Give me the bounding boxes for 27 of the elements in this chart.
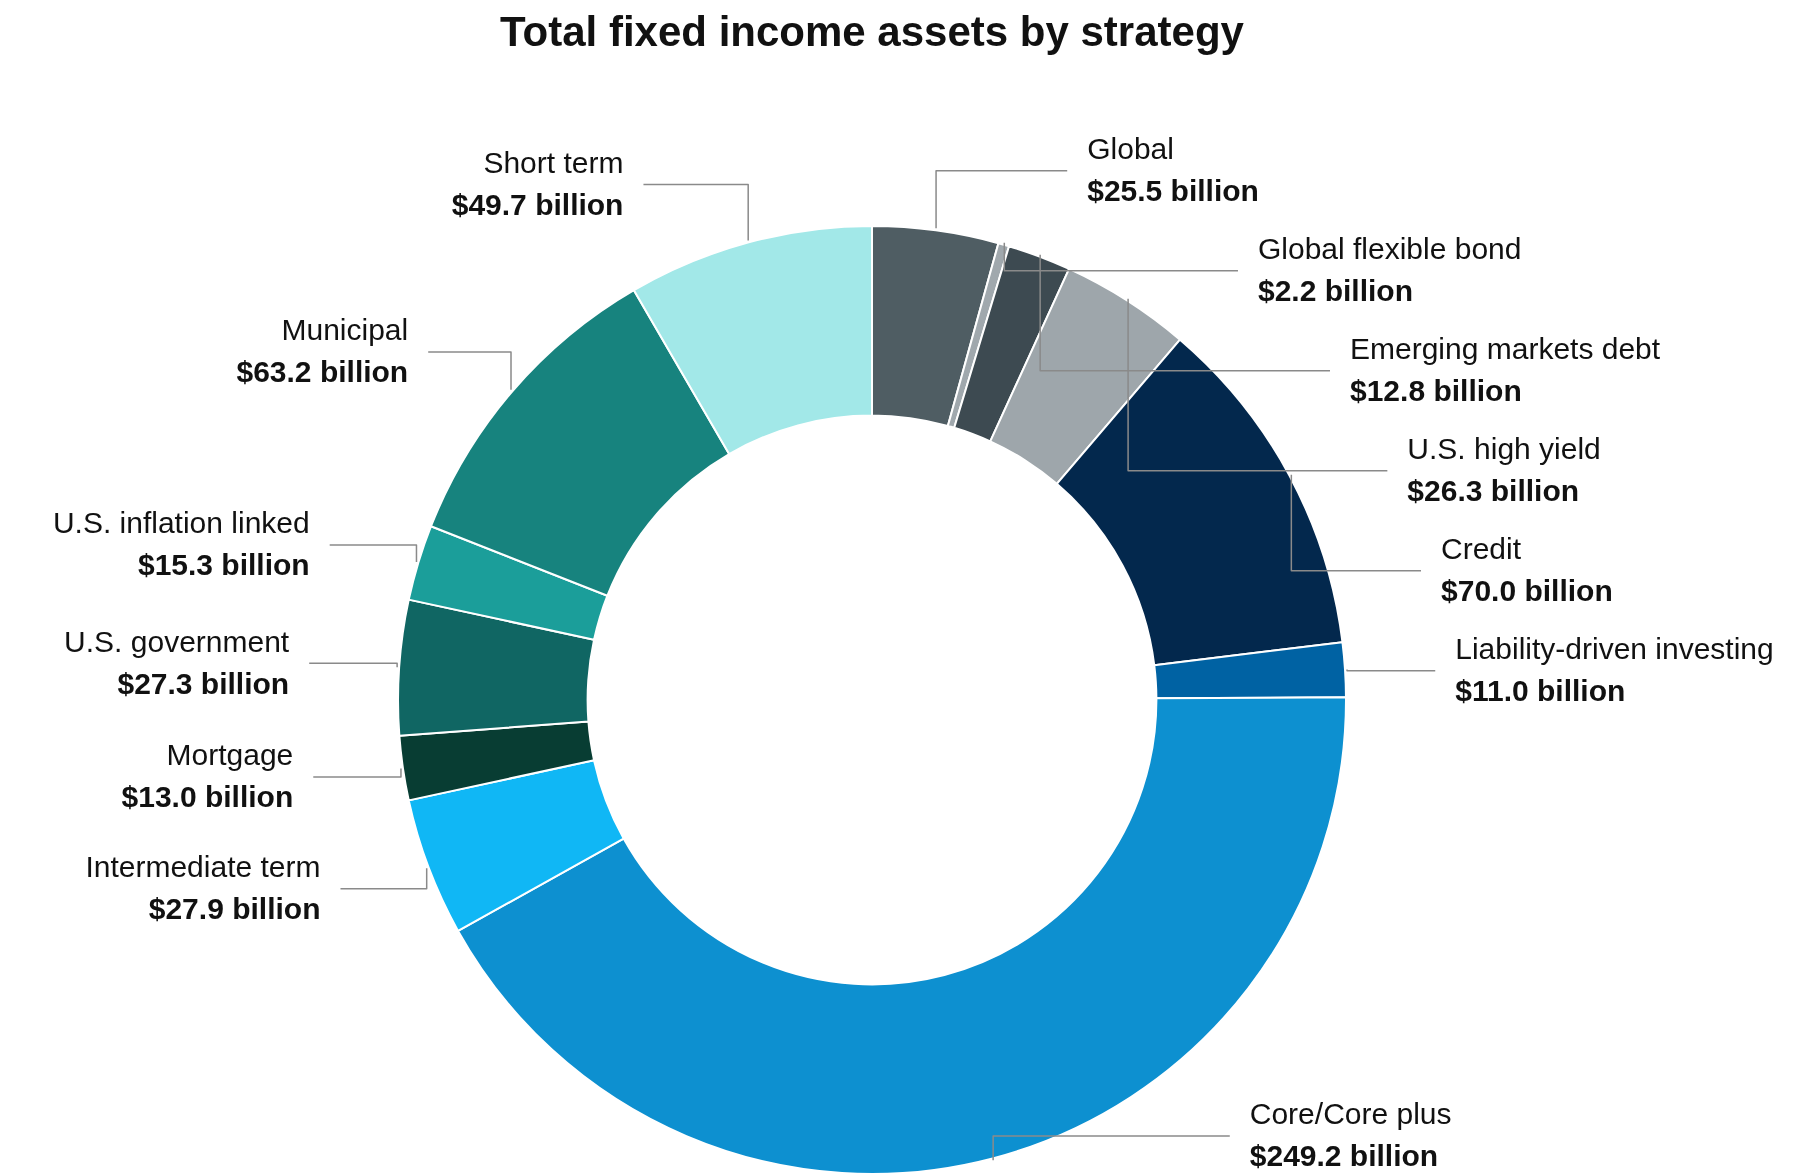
slice-label: U.S. government (64, 624, 290, 658)
slice-label: Liability-driven investing (1455, 632, 1774, 666)
data-label: $26.3 billion (1407, 474, 1580, 508)
data-label: $12.8 billion (1350, 374, 1522, 408)
slice-label: Municipal (281, 313, 409, 347)
data-label: $25.5 billion (1087, 174, 1259, 208)
data-label: $13.0 billion (121, 780, 294, 814)
slice-label: Emerging markets debt (1350, 332, 1661, 366)
data-label: $15.3 billion (137, 548, 310, 582)
chart-title: Total fixed income assets by strategy (499, 8, 1245, 56)
slice-label: Intermediate term (85, 849, 321, 883)
slice-label: Credit (1441, 532, 1522, 566)
data-label: $49.7 billion (451, 187, 624, 221)
data-label: $249.2 billion (1249, 1139, 1439, 1173)
data-label: $63.2 billion (236, 355, 409, 389)
slice-label: U.S. inflation linked (52, 506, 310, 540)
slice-label: Short term (483, 145, 624, 179)
data-label: $27.3 billion (117, 666, 290, 700)
data-label: $11.0 billion (1455, 674, 1626, 708)
slice-label: Mortgage (166, 738, 294, 772)
slice-label: Core/Core plus (1249, 1097, 1452, 1131)
data-label: $27.9 billion (148, 891, 321, 925)
slice-label: Global flexible bond (1257, 232, 1522, 266)
slice-label: U.S. high yield (1407, 432, 1601, 466)
data-label: $2.2 billion (1257, 274, 1414, 308)
data-label: $70.0 billion (1441, 574, 1613, 608)
slice-label: Global (1087, 132, 1174, 166)
